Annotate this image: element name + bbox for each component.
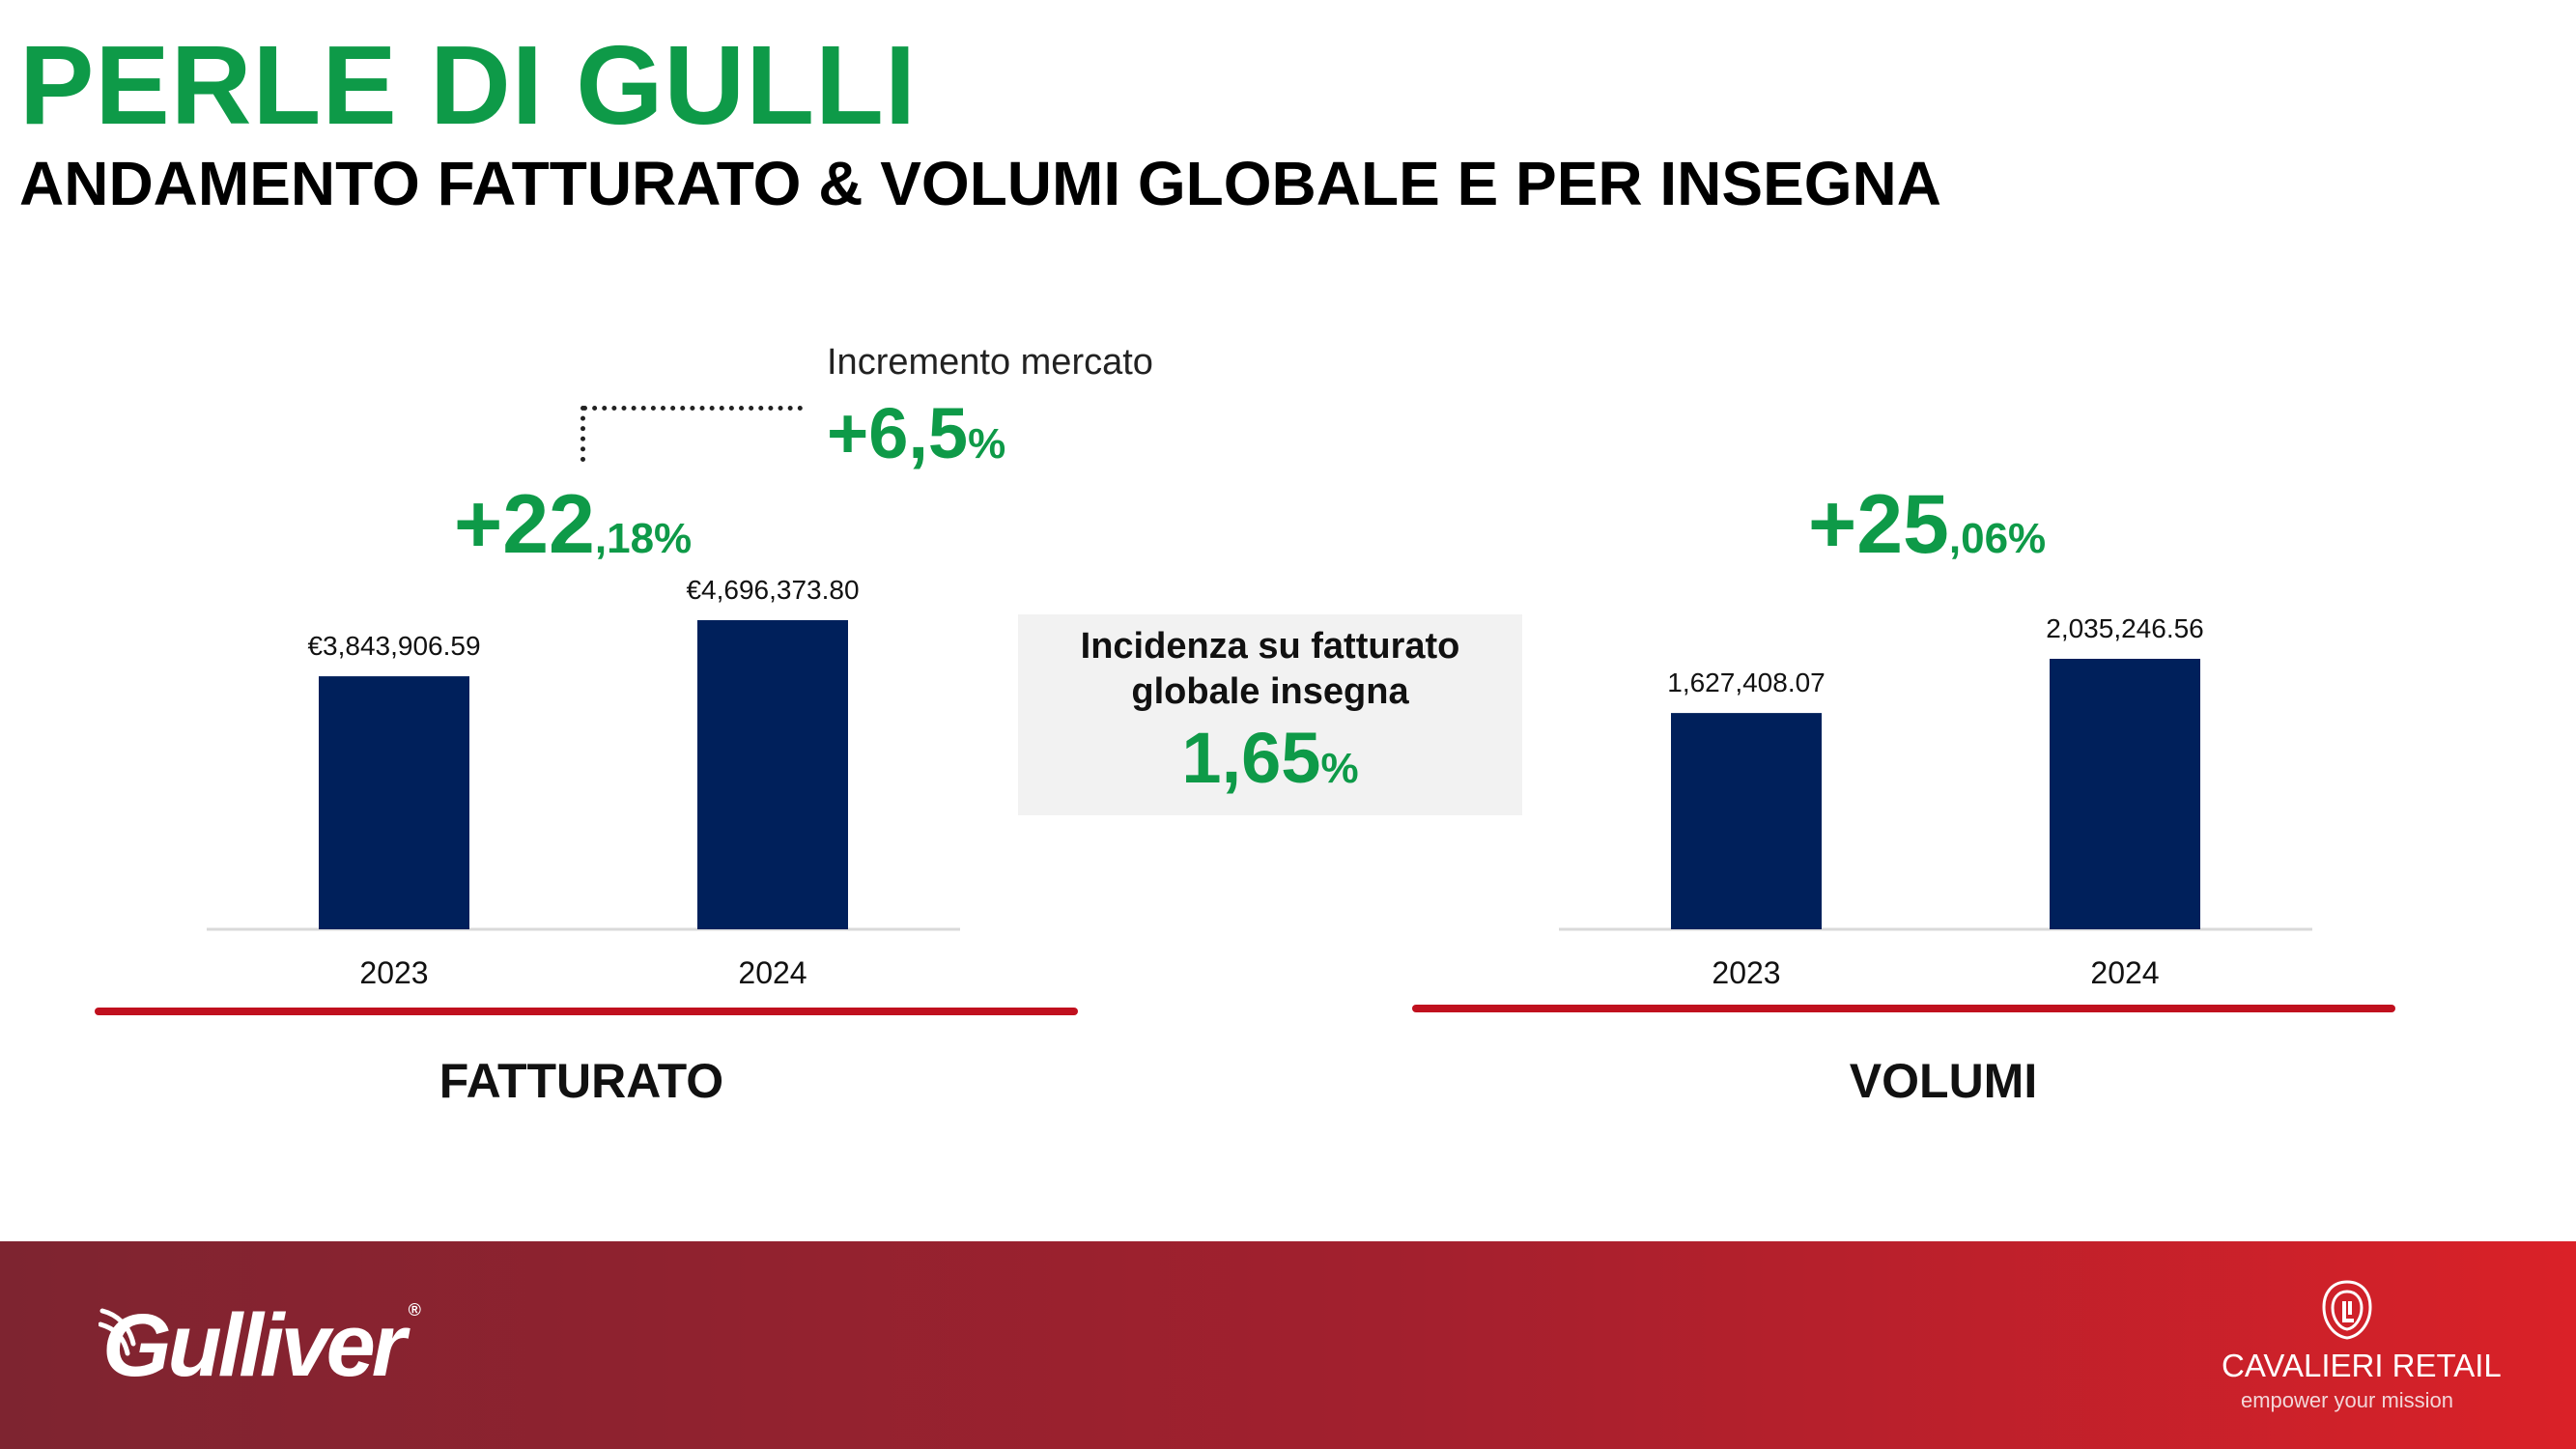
fatturato-value-label-2023: €3,843,906.59 [307,631,480,661]
cavalieri-fingerprint-icon [2322,1280,2372,1340]
gulliver-logo-text: Gulliver [102,1296,407,1395]
volumi-growth-int: +25 [1808,478,1949,571]
fatturato-section-label: FATTURATO [439,1054,724,1108]
volumi-tick-label-2023: 2023 [1712,955,1780,990]
market-connector-vertical [580,406,585,462]
incidence-value-int: 1,65 [1181,718,1321,798]
volumi-section-label: VOLUMI [1849,1054,2038,1108]
fatturato-underline [95,1008,1078,1015]
fatturato-growth-dec: ,18% [594,515,693,562]
fatturato-value-label-2024: €4,696,373.80 [686,575,859,605]
volumi-value-label-2023: 1,627,408.07 [1667,668,1826,697]
incidence-value: 1,65% [1018,723,1522,794]
fatturato-chart-svg: €3,843,906.59 2023 €4,696,373.80 2024 [207,575,960,990]
market-increase-label: Incremento mercato [827,342,1153,383]
volumi-value-label-2024: 2,035,246.56 [2046,613,2204,643]
incidence-box: Incidenza su fatturato globale insegna 1… [1018,614,1522,815]
volumi-underline [1412,1005,2395,1012]
fatturato-tick-label-2024: 2024 [738,955,807,990]
incidence-value-dec: % [1320,745,1359,792]
market-increase-value: +6,5% [827,398,1005,469]
volumi-bar-2024 [2050,659,2200,929]
market-increase-int: +6,5 [827,393,969,473]
market-increase-dec: % [968,420,1006,468]
fatturato-growth-int: +22 [454,478,595,571]
page-subtitle: ANDAMENTO FATTURATO & VOLUMI GLOBALE E P… [19,149,1941,218]
volumi-chart: 1,627,408.07 2023 2,035,246.56 2024 [1557,580,2314,1005]
cavalieri-retail-name: CAVALIERI RETAIL [2222,1348,2502,1383]
fatturato-bar-2024 [697,620,848,929]
fatturato-chart: €3,843,906.59 2023 €4,696,373.80 2024 [205,575,962,1005]
fatturato-bar-2023 [319,676,469,929]
gulliver-logo: Gulliver ® [102,1301,421,1390]
cavalieri-retail-tagline: empower your mission [2240,1388,2454,1412]
fatturato-tick-label-2023: 2023 [359,955,428,990]
footer-bar: Gulliver ® CAVALIERI RETAIL empower your … [0,1241,2576,1449]
volumi-growth-dec: ,06% [1948,515,2047,562]
gulliver-swoosh-icon [99,1308,136,1356]
market-connector-horizontal [582,406,803,411]
fatturato-growth: +22,18% [454,483,692,566]
volumi-growth: +25,06% [1808,483,2046,566]
page-title: PERLE DI GULLI [19,22,918,148]
volumi-bar-2023 [1671,713,1822,929]
gulliver-registered-mark: ® [408,1300,421,1320]
incidence-label: Incidenza su fatturato globale insegna [1080,626,1460,712]
volumi-chart-svg: 1,627,408.07 2023 2,035,246.56 2024 [1559,613,2312,990]
volumi-tick-label-2024: 2024 [2090,955,2159,990]
